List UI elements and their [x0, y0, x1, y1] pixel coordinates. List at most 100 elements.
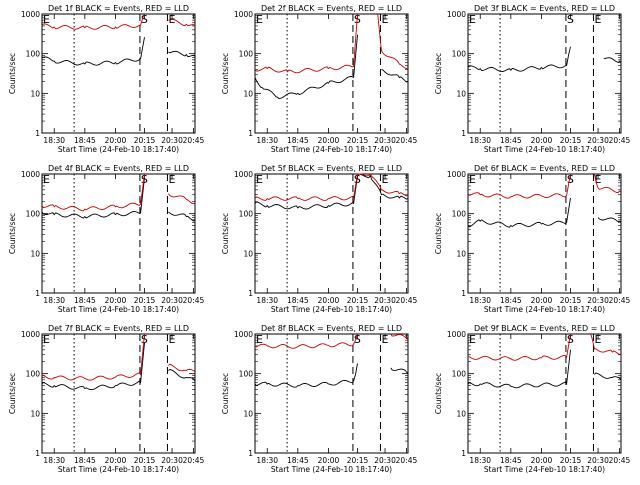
x-tick-label: 20:45 [183, 296, 205, 305]
x-tick-label: 20:15 [347, 136, 369, 145]
y-tick-label: 100 [452, 370, 467, 379]
y-axis-label: Counts/sec [8, 373, 17, 414]
events-series-line [594, 372, 622, 381]
plot-frame [254, 13, 409, 134]
x-tick-label: 20:30 [587, 456, 609, 465]
panel-title: Det 2f BLACK = Events, RED = LLD [261, 4, 402, 13]
event-marker-label: E [469, 333, 476, 346]
lld-series-line [467, 333, 571, 361]
x-tick-label: 20:45 [183, 456, 205, 465]
x-tick-label: 18:30 [256, 296, 278, 305]
plot-frame [254, 333, 409, 454]
lld-series-line [168, 193, 196, 205]
x-axis-label: Start Time (24-Feb-10 18:17:40) [484, 145, 605, 154]
lld-series-line [254, 173, 409, 201]
x-tick-label: 18:45 [500, 136, 522, 145]
y-tick-label: 1000 [21, 330, 40, 339]
y-tick-label: 10 [456, 89, 466, 98]
y-tick-label: 1000 [21, 170, 40, 179]
x-tick-label: 20:30 [374, 456, 396, 465]
lld-series-line [168, 363, 196, 373]
lld-series-line [254, 13, 358, 74]
event-marker-label: E [381, 333, 388, 346]
y-tick-label: 10 [243, 89, 253, 98]
lld-series-line [590, 333, 622, 356]
x-tick-label: 20:00 [318, 456, 340, 465]
plot-frame [41, 13, 196, 134]
y-tick-label: 1 [248, 129, 253, 138]
y-tick-label: 100 [452, 50, 467, 59]
x-axis-label: Start Time (24-Feb-10 18:17:40) [58, 305, 179, 314]
x-tick-label: 18:30 [256, 136, 278, 145]
x-tick-label: 20:15 [560, 296, 582, 305]
x-axis-label: Start Time (24-Feb-10 18:17:40) [484, 465, 605, 474]
plot-frame [41, 173, 196, 294]
x-tick-label: 18:45 [74, 136, 96, 145]
x-tick-label: 20:45 [396, 456, 418, 465]
lld-series-line [168, 19, 196, 27]
x-tick-label: 20:30 [374, 296, 396, 305]
x-axis-label: Start Time (24-Feb-10 18:17:40) [58, 145, 179, 154]
events-series-line [41, 37, 145, 66]
panel-title: Det 5f BLACK = Events, RED = LLD [261, 164, 402, 173]
events-series-line [254, 173, 409, 210]
panel-det-5: Det 5f BLACK = Events, RED = LLD 1 10 100 10… [221, 164, 417, 314]
x-axis-label: Start Time (24-Feb-10 18:17:40) [271, 465, 392, 474]
lld-series-line [41, 13, 145, 30]
x-tick-label: 18:45 [287, 296, 309, 305]
x-tick-label: 20:30 [587, 136, 609, 145]
panel-title: Det 3f BLACK = Events, RED = LLD [474, 4, 615, 13]
x-tick-label: 18:30 [43, 296, 65, 305]
panel-title: Det 9f BLACK = Events, RED = LLD [474, 324, 615, 333]
y-axis-label: Counts/sec [434, 373, 443, 414]
y-tick-label: 1000 [447, 330, 466, 339]
x-tick-label: 20:15 [134, 296, 156, 305]
event-marker-label: E [256, 13, 263, 26]
y-axis-label: Counts/sec [221, 373, 230, 414]
y-tick-label: 1000 [21, 10, 40, 19]
x-tick-label: 20:15 [560, 136, 582, 145]
event-marker-label: E [168, 333, 175, 346]
y-axis-label: Counts/sec [8, 213, 17, 254]
plot-frame [254, 173, 409, 294]
events-series-line [381, 69, 409, 83]
panel-det-1: Det 1f BLACK = Events, RED = LLD 1 10 100 10… [8, 4, 204, 154]
x-tick-label: 20:00 [318, 136, 340, 145]
x-tick-label: 20:30 [161, 456, 183, 465]
x-tick-label: 20:45 [609, 136, 631, 145]
y-tick-label: 10 [30, 89, 40, 98]
x-tick-label: 20:15 [347, 456, 369, 465]
y-tick-label: 100 [239, 210, 254, 219]
event-marker-label: E [256, 173, 263, 186]
events-series-line [597, 217, 622, 223]
y-tick-label: 1 [35, 289, 40, 298]
lld-series-line [467, 173, 571, 199]
x-tick-label: 18:45 [74, 296, 96, 305]
x-tick-label: 20:30 [374, 136, 396, 145]
x-tick-label: 20:00 [531, 296, 553, 305]
x-tick-label: 20:00 [531, 136, 553, 145]
x-tick-label: 18:45 [500, 456, 522, 465]
plot-frame [467, 173, 622, 294]
event-marker-label: E [469, 173, 476, 186]
event-marker-label: E [256, 333, 263, 346]
x-tick-label: 20:45 [609, 296, 631, 305]
panel-det-3: Det 3f BLACK = Events, RED = LLD 1 10 100 10… [434, 4, 630, 154]
y-axis-label: Counts/sec [8, 53, 17, 94]
event-marker-label: E [469, 13, 476, 26]
y-tick-label: 1 [461, 289, 466, 298]
x-tick-label: 18:30 [469, 456, 491, 465]
events-series-line [168, 369, 196, 382]
events-series-line [390, 367, 409, 374]
event-marker-label: E [594, 333, 601, 346]
x-tick-label: 20:00 [105, 296, 127, 305]
panel-det-6: Det 6f BLACK = Events, RED = LLD 1 10 100 10… [434, 164, 630, 314]
x-tick-label: 18:30 [43, 456, 65, 465]
x-tick-label: 20:15 [134, 456, 156, 465]
event-marker-label: E [594, 13, 601, 26]
events-series-line [168, 50, 196, 57]
panel-det-7: Det 7f BLACK = Events, RED = LLD 1 10 100 10… [8, 324, 204, 474]
y-tick-label: 1 [248, 289, 253, 298]
y-tick-label: 1 [35, 449, 40, 458]
